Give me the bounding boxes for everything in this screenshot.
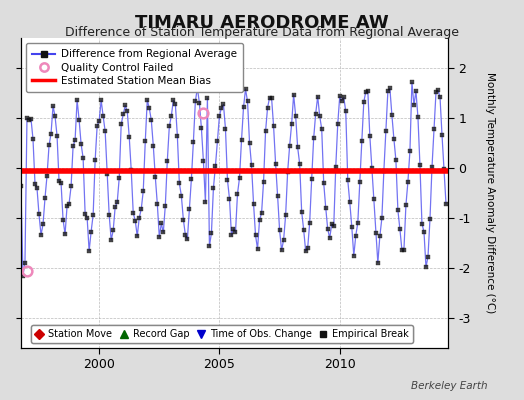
Legend: Station Move, Record Gap, Time of Obs. Change, Empirical Break: Station Move, Record Gap, Time of Obs. C…: [31, 325, 412, 343]
Text: Berkeley Earth: Berkeley Earth: [411, 381, 487, 391]
Text: TIMARU AERODROME AW: TIMARU AERODROME AW: [135, 14, 389, 32]
Text: Difference of Station Temperature Data from Regional Average: Difference of Station Temperature Data f…: [65, 26, 459, 39]
Y-axis label: Monthly Temperature Anomaly Difference (°C): Monthly Temperature Anomaly Difference (…: [485, 72, 495, 314]
